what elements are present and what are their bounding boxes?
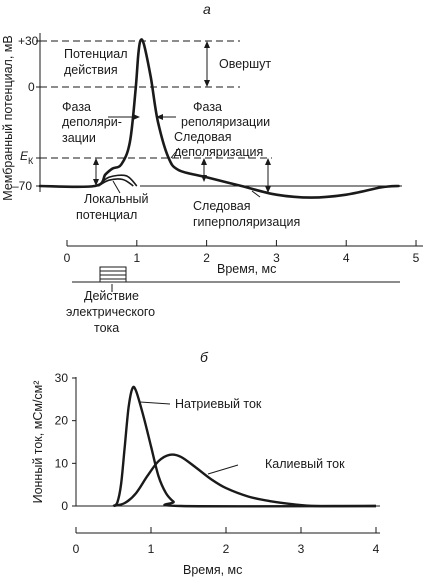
- y-tick-label-b: 30: [55, 371, 69, 385]
- trace-depol-label-line1: Следовая: [174, 130, 231, 144]
- x-tick-label-b: 0: [73, 542, 80, 556]
- y-axis-label-a: Мембранный потенциал, мВ: [1, 35, 15, 200]
- y-tick-0: 0: [28, 80, 35, 94]
- depol-label-line1: Фаза: [62, 100, 91, 114]
- stimulus-label-line1: Действие: [84, 289, 139, 303]
- potassium-legend: Калиевый ток: [265, 457, 345, 471]
- depol-label-line2: деполяри-: [62, 115, 122, 129]
- trace-hyper-arrow: [265, 158, 271, 193]
- sodium-legend: Натриевый ток: [175, 397, 262, 411]
- y-tick-ek: EК: [20, 149, 34, 166]
- x-axis-label-b: Время, мс: [183, 563, 242, 577]
- x-tick-label-b: 3: [298, 542, 305, 556]
- y-ticks-b: 30 20 10 0: [55, 371, 76, 513]
- action-potential-curve: [38, 38, 400, 199]
- ap-label-line2: действия: [64, 63, 118, 77]
- trace-hyper-pointer: [251, 190, 261, 198]
- potassium-pointer: [207, 464, 239, 475]
- trace-depol-pointer: [170, 147, 180, 159]
- repol-label-line2: реполяризации: [181, 115, 270, 129]
- local-label-line1: Локальный: [84, 192, 149, 206]
- local-pointer: [112, 180, 121, 194]
- x-tick-label-a: 1: [133, 251, 140, 265]
- y-axis-label-b: Ионный ток, мСм/см²: [31, 381, 45, 504]
- x-axis-label-a: Время, мс: [217, 262, 276, 276]
- potassium-current-curve: [113, 453, 377, 508]
- overshoot-label: Овершут: [219, 57, 271, 71]
- x-tick-label-b: 1: [148, 542, 155, 556]
- sodium-pointer: [139, 401, 171, 405]
- sodium-current-curve: [112, 385, 377, 508]
- y-tick-label-b: 10: [55, 456, 69, 470]
- x-ticks-a: 0 1 2 3 4 5: [64, 240, 420, 265]
- stimulus-label-line2: электрического: [66, 305, 155, 319]
- overshoot-arrow: [204, 41, 210, 87]
- repol-label-line1: Фаза: [193, 100, 222, 114]
- y-tick-minus70: –70: [12, 179, 32, 193]
- local-label-line2: потенциал: [76, 208, 137, 222]
- trace-depol-label-line2: деполяризация: [174, 145, 263, 159]
- stimulus-label-line3: тока: [94, 321, 119, 335]
- x-tick-label-a: 5: [413, 251, 420, 265]
- panel-a-label: а: [203, 1, 211, 17]
- trace-hyper-label-line1: Следовая: [193, 199, 250, 213]
- x-tick-label-a: 2: [203, 251, 210, 265]
- x-tick-label-a: 3: [273, 251, 280, 265]
- x-tick-label-b: 4: [373, 542, 380, 556]
- panel-b-label: б: [200, 349, 209, 365]
- threshold-arrow: [93, 158, 99, 186]
- y-tick-plus30: +30: [18, 34, 39, 48]
- panel-a: а Мембранный потенциал, мВ +30 0 EК –70: [1, 1, 423, 335]
- y-tick-label-b: 0: [61, 499, 68, 513]
- x-tick-label-a: 4: [343, 251, 350, 265]
- ap-label-line1: Потенциал: [64, 47, 128, 61]
- depol-label-line3: зации: [62, 131, 96, 145]
- trace-hyper-label-line2: гиперполяризация: [193, 215, 300, 229]
- x-ticks-b: 0 1 2 3 4: [73, 527, 380, 556]
- y-tick-label-b: 20: [55, 414, 69, 428]
- x-tick-label-b: 2: [223, 542, 230, 556]
- x-tick-label-a: 0: [64, 251, 71, 265]
- stimulus-marker: [72, 266, 400, 292]
